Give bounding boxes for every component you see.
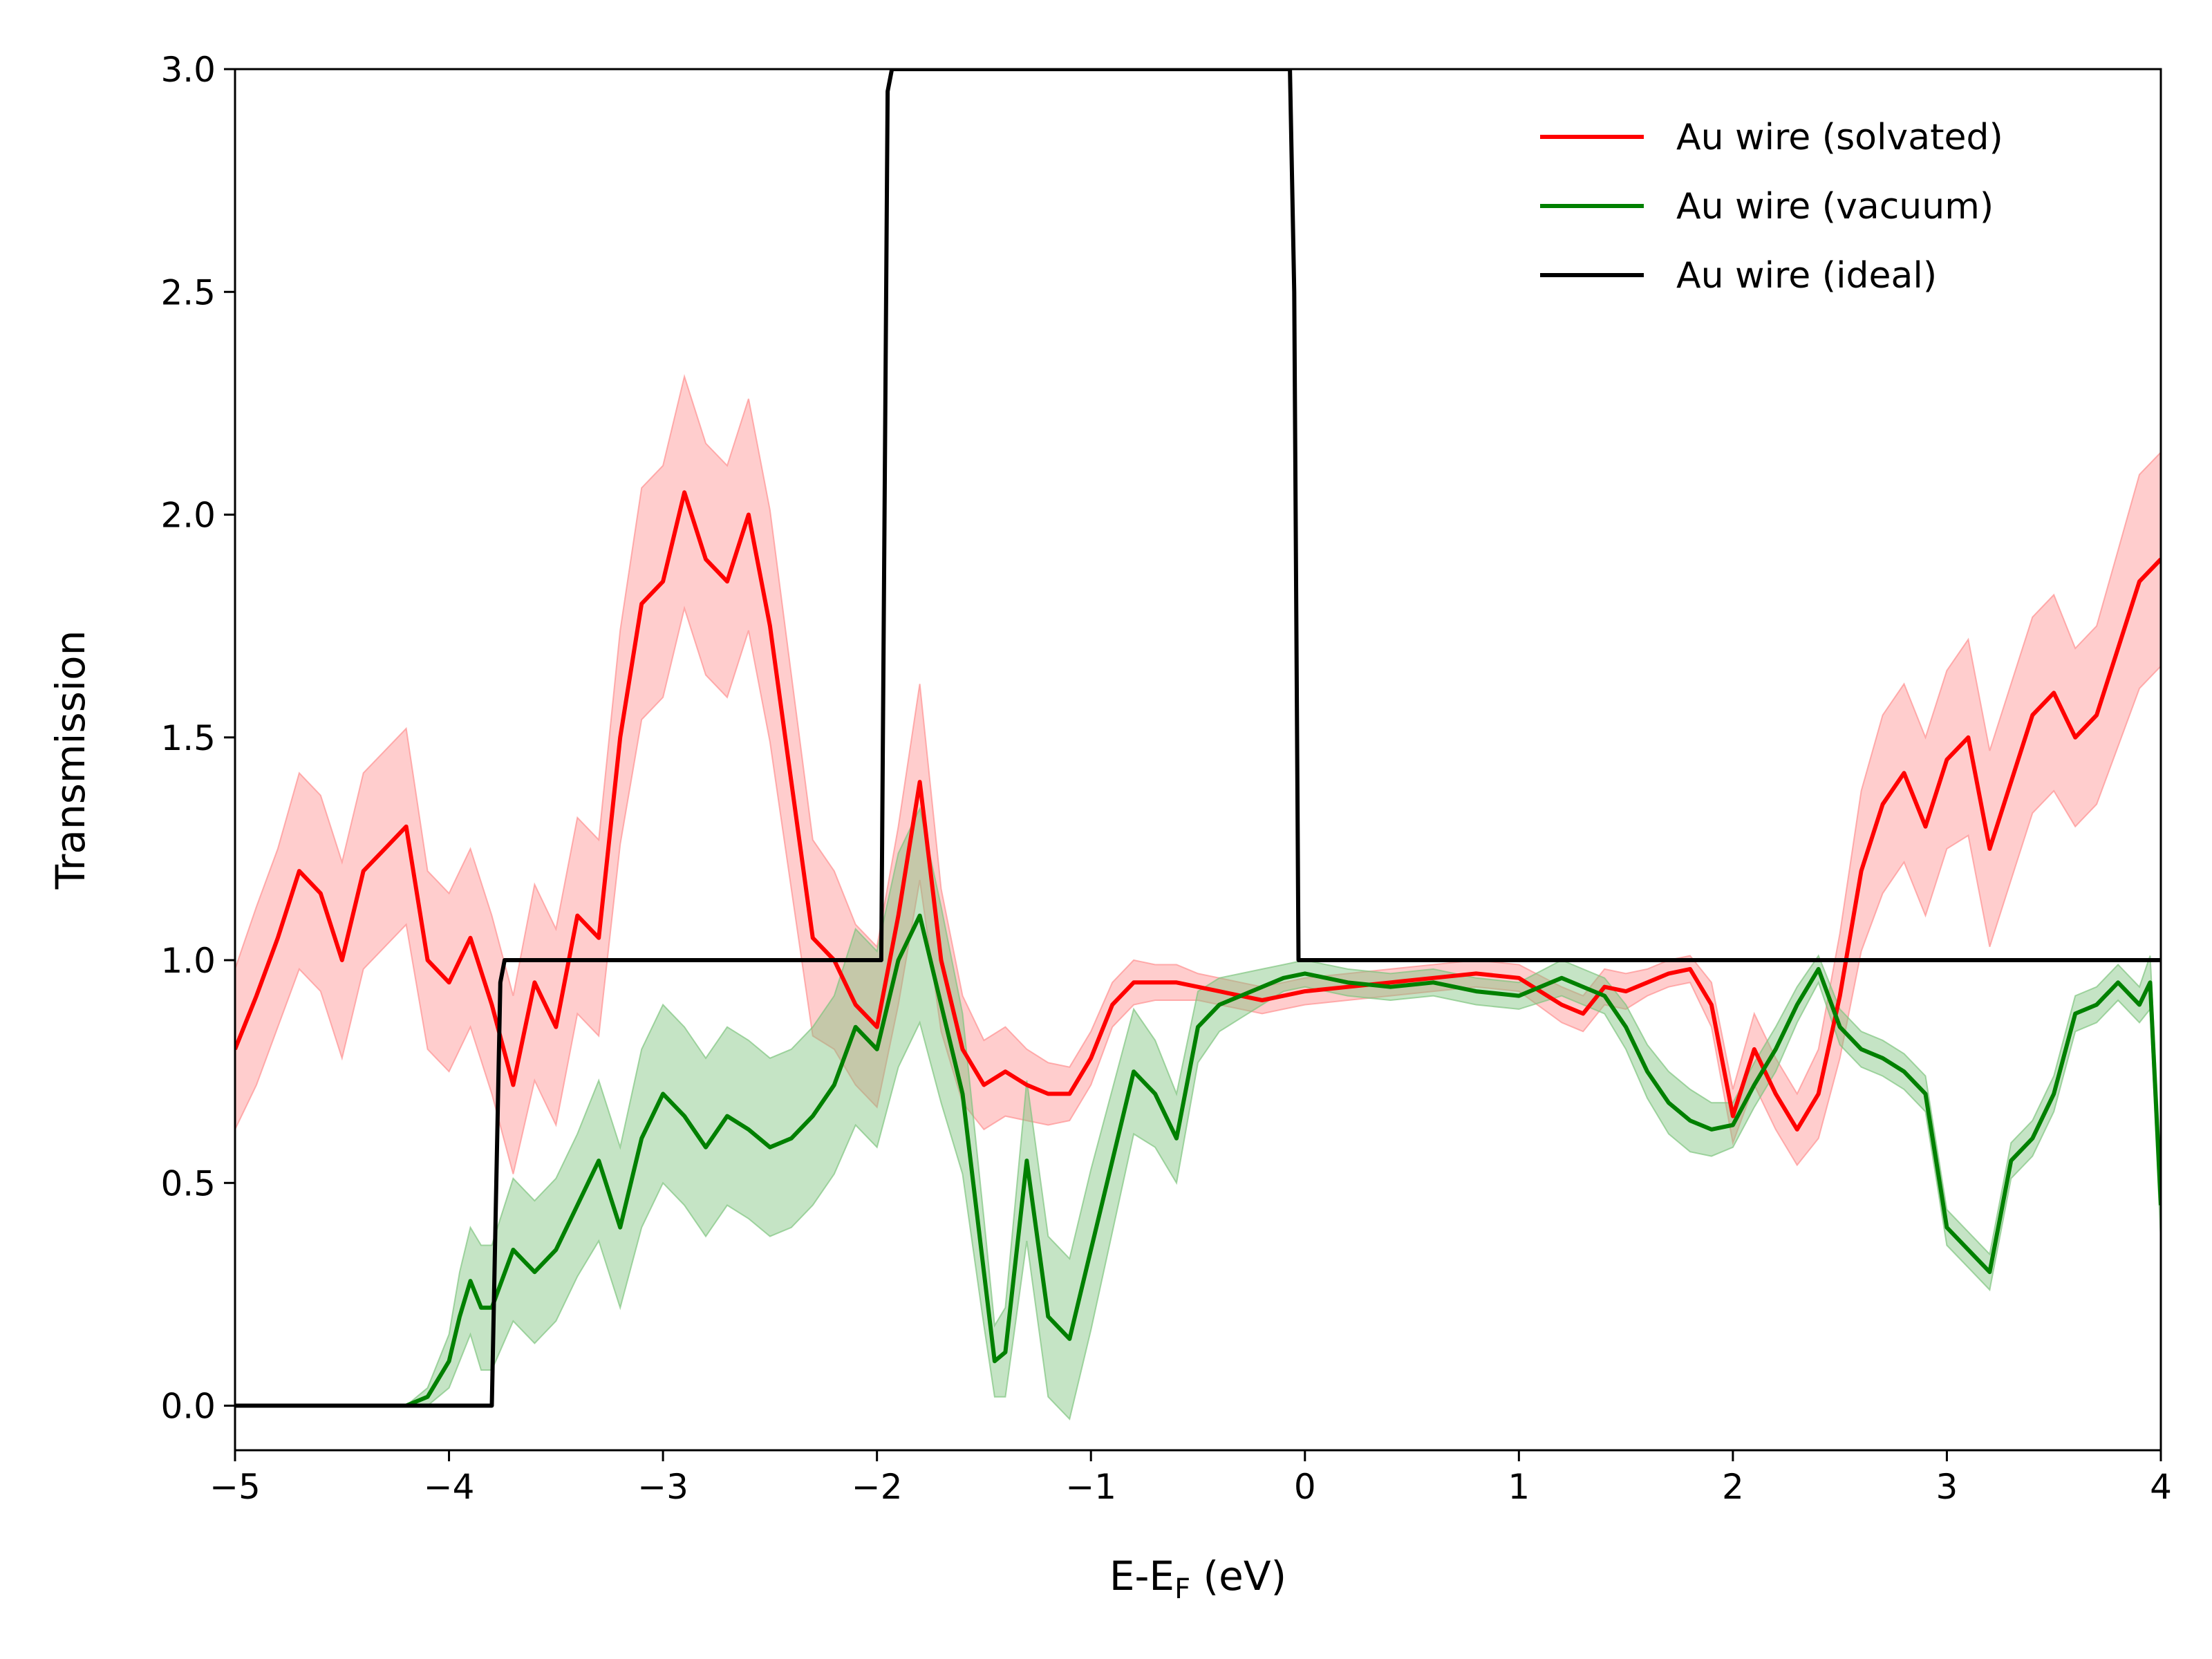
y-axis-label: Transmission [47, 630, 94, 890]
x-tick-label: −4 [424, 1467, 475, 1507]
series-line-0 [235, 490, 2161, 1132]
series-line-2 [235, 69, 2161, 1408]
x-tick-label: −5 [209, 1467, 261, 1507]
x-tick-label: 4 [2150, 1467, 2172, 1507]
x-tick-label: −3 [637, 1467, 688, 1507]
series-band-0 [235, 373, 2161, 1174]
y-tick-label: 3.0 [160, 50, 216, 90]
plot-frame [234, 68, 2162, 1452]
confidence-bands [235, 373, 2161, 1421]
x-axis-label-unit: (eV) [1190, 1553, 1286, 1600]
x-tick-label: 2 [1722, 1467, 1744, 1507]
legend: Au wire (solvated) Au wire (vacuum) Au wir… [1540, 117, 2003, 297]
x-tick-label: 0 [1294, 1467, 1316, 1507]
x-axis: −5 −4 −3 −2 −1 0 1 2 3 4 [209, 1450, 2172, 1507]
series-line-1 [235, 913, 2161, 1408]
x-tick-label: 3 [1936, 1467, 1958, 1507]
series-lines [235, 69, 2161, 1408]
y-tick-label: 2.0 [160, 496, 216, 536]
y-tick-label: 0.5 [160, 1163, 216, 1203]
x-tick-label: −1 [1065, 1467, 1116, 1507]
y-tick-label: 2.5 [160, 272, 216, 312]
y-tick-label: 0.0 [160, 1387, 216, 1427]
legend-label-0: Au wire (solvated) [1676, 117, 2003, 158]
legend-label-2: Au wire (ideal) [1676, 255, 1937, 297]
series-band-1 [235, 806, 2161, 1421]
x-axis-label: E-EF (eV) [1109, 1553, 1286, 1605]
x-axis-label-main: E-E [1109, 1553, 1174, 1600]
x-axis-label-subscript: F [1174, 1573, 1190, 1605]
y-tick-label: 1.0 [160, 941, 216, 981]
x-tick-label: 1 [1508, 1467, 1530, 1507]
legend-label-1: Au wire (vacuum) [1676, 186, 1994, 227]
y-axis: 0.0 0.5 1.0 1.5 2.0 2.5 3.0 [160, 50, 235, 1427]
x-tick-label: −2 [852, 1467, 903, 1507]
y-tick-label: 1.5 [160, 718, 216, 758]
